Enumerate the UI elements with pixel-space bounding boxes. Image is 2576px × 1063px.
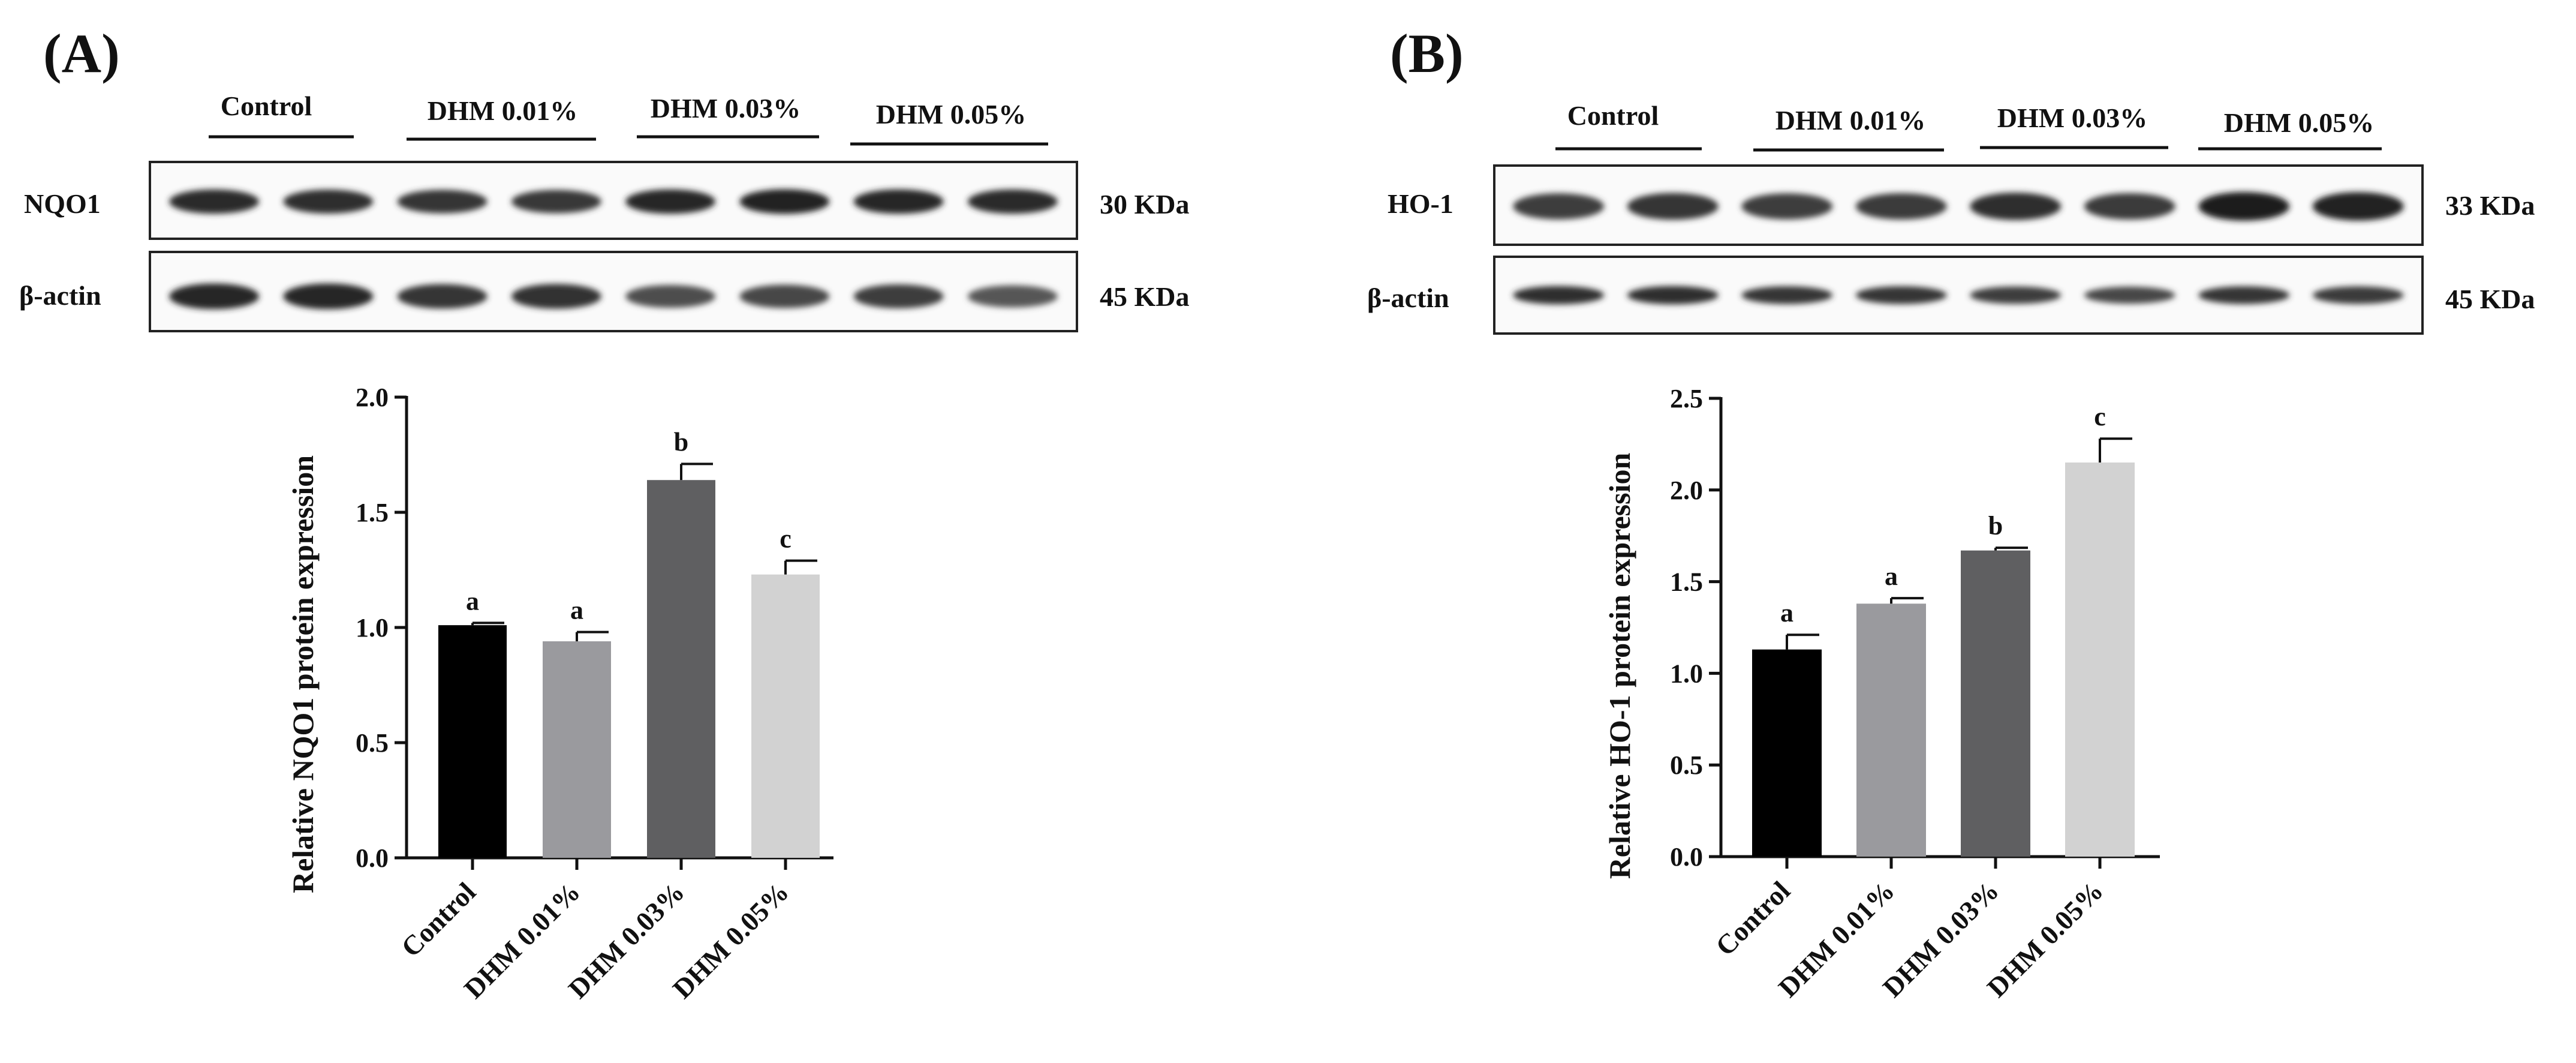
panel-a-row-1-protein-label: NQO1 — [24, 188, 101, 219]
panel-a-row-2-band-7 — [853, 284, 944, 309]
panel-a-row-2-protein-label: β-actin — [19, 280, 101, 311]
panel-b-row-2-band-6 — [2084, 286, 2175, 304]
panel-a-row-1-band-1 — [169, 189, 260, 214]
panel-a-blot-row-2-bands — [169, 283, 1058, 310]
panel-b-row-1-size-label: 33 KDa — [2445, 190, 2535, 221]
panel-a-group-label-dhm005: DHM 0.05% — [876, 99, 1026, 130]
panel-b-row-2-band-3 — [1741, 286, 1833, 304]
panel-a-bar-3 — [647, 480, 715, 858]
panel-b-letter: (B) — [1390, 23, 1464, 84]
panel-a-significance-2: a — [570, 596, 583, 625]
panel-b-row-1-band-8 — [2312, 192, 2404, 221]
panel-b-y-axis-title: Relative HO-1 protein expression — [1603, 453, 1636, 879]
panel-b-row-1-band-2 — [1627, 193, 1719, 220]
panel-a-group-label-dhm003: DHM 0.03% — [651, 93, 801, 124]
panel-b-row-1-band-3 — [1741, 193, 1833, 220]
panel-b-row-2-band-2 — [1627, 286, 1719, 305]
panel-b-group-label-dhm003: DHM 0.03% — [1997, 103, 2147, 133]
panel-a-y-tick-label-1: 0.5 — [356, 728, 389, 758]
panel-a-significance-1: a — [466, 586, 479, 615]
panel-a-bar-4 — [751, 574, 820, 858]
panel-b-y-tick-label-4: 2.0 — [1670, 476, 1703, 505]
panel-b-significance-3: b — [1988, 511, 2003, 540]
panel-b-row-1-band-5 — [1970, 193, 2062, 220]
panel-b-significance-4: c — [2094, 402, 2106, 431]
panel-b-row-1-band-1 — [1513, 193, 1605, 220]
panel-a: (A) Control DHM 0.01% DHM 0.03% DHM 0.05… — [19, 23, 1190, 1004]
panel-a-row-1-size-label: 30 KDa — [1100, 189, 1190, 220]
panel-a-group-label-control: Control — [221, 91, 312, 121]
panel-b-lane-groups: Control DHM 0.01% DHM 0.03% DHM 0.05% — [1555, 100, 2382, 152]
panel-b-row-2-band-7 — [2198, 286, 2290, 304]
panel-b-blot-row-1: HO-1 33 KDa — [1388, 164, 2535, 246]
panel-b-row-2-band-1 — [1513, 286, 1605, 305]
panel-a-row-2-band-6 — [739, 284, 830, 308]
panel-b-blot-row-2-bands — [1513, 286, 2404, 305]
panel-a-group-label-dhm001: DHM 0.01% — [428, 95, 577, 126]
panel-b-row-2-band-4 — [1855, 286, 1947, 304]
panel-a-y-tick-label-3: 1.5 — [356, 498, 389, 527]
panel-b-y-tick-label-2: 1.0 — [1670, 659, 1703, 688]
panel-b-blot-row-2: β-actin 45 KDa — [1367, 256, 2535, 335]
panel-a-row-2-band-3 — [397, 284, 487, 309]
panel-a-y-axis-title: Relative NQO1 protein expression — [286, 455, 320, 893]
panel-a-blot-row-2: β-actin 45 KDa — [19, 251, 1190, 332]
panel-a-row-1-band-6 — [739, 189, 830, 214]
panel-a-row-2-size-label: 45 KDa — [1100, 281, 1190, 312]
panel-b-row-2-band-5 — [1970, 286, 2062, 304]
panel-a-row-1-band-3 — [397, 190, 487, 214]
panel-a-bar-2 — [543, 641, 611, 858]
panel-b-blot-row-1-bands — [1513, 192, 2404, 221]
panel-b-row-1-band-6 — [2084, 193, 2175, 220]
panel-b-group-label-dhm001: DHM 0.01% — [1775, 105, 1925, 136]
panel-a-row-2-band-8 — [967, 285, 1058, 308]
panel-a-y-tick-label-4: 2.0 — [356, 383, 389, 412]
panel-a-lane-groups: Control DHM 0.01% DHM 0.03% DHM 0.05% — [209, 91, 1048, 146]
panel-b-row-2-band-8 — [2312, 286, 2404, 304]
panel-b-row-1-band-4 — [1855, 193, 1947, 220]
panel-b-significance-2: a — [1885, 561, 1898, 591]
panel-b-bar-1 — [1752, 649, 1822, 857]
panel-b-row-2-size-label: 45 KDa — [2445, 284, 2535, 314]
panel-a-chart: Relative NQO1 protein expression 0.0 0.5 1… — [286, 383, 833, 1004]
panel-a-row-1-band-7 — [853, 189, 944, 214]
panel-a-row-1-band-4 — [511, 190, 601, 214]
panel-b-row-2-protein-label: β-actin — [1367, 283, 1449, 313]
panel-a-letter: (A) — [43, 23, 120, 84]
panel-a-blot-row-1: NQO1 30 KDa — [24, 161, 1190, 240]
panel-b-group-label-dhm005: DHM 0.05% — [2224, 107, 2374, 138]
panel-a-row-2-band-5 — [625, 284, 716, 308]
panel-a-row-1-band-5 — [625, 189, 716, 214]
panel-b-significance-1: a — [1780, 598, 1793, 627]
panel-a-y-tick-label-2: 1.0 — [356, 613, 389, 642]
panel-b-row-1-protein-label: HO-1 — [1388, 188, 1453, 219]
panel-b-bar-2 — [1856, 603, 1926, 857]
panel-a-row-2-band-2 — [283, 283, 374, 310]
panel-a-category-label-1: Control — [395, 876, 482, 963]
panel-a-row-2-band-4 — [511, 284, 601, 309]
panel-a-bar-1 — [438, 625, 507, 858]
panel-b-category-label-1: Control — [1710, 875, 1796, 962]
panel-b-y-tick-label-1: 0.5 — [1670, 750, 1703, 780]
panel-a-blot-row-1-bands — [169, 189, 1058, 214]
panel-a-significance-4: c — [780, 524, 792, 554]
panel-b-y-tick-label-3: 1.5 — [1670, 567, 1703, 597]
panel-a-row-2-band-1 — [169, 283, 260, 310]
panel-b-bar-4 — [2065, 462, 2135, 857]
panel-a-row-1-band-2 — [283, 189, 374, 214]
panel-b-group-label-control: Control — [1567, 100, 1659, 131]
panel-b-bar-3 — [1961, 550, 2030, 857]
panel-b: (B) Control DHM 0.01% DHM 0.03% DHM 0.05… — [1367, 23, 2535, 1003]
panel-b-chart: Relative HO-1 protein expression 0.0 0.5 1… — [1603, 384, 2160, 1003]
panel-b-y-tick-label-5: 2.5 — [1670, 384, 1703, 413]
panel-b-row-1-band-7 — [2198, 192, 2290, 221]
panel-a-significance-3: b — [674, 427, 688, 457]
panel-a-y-tick-label-0: 0.0 — [356, 843, 389, 873]
panel-a-row-1-band-8 — [967, 189, 1058, 214]
panel-b-y-tick-label-0: 0.0 — [1670, 842, 1703, 872]
